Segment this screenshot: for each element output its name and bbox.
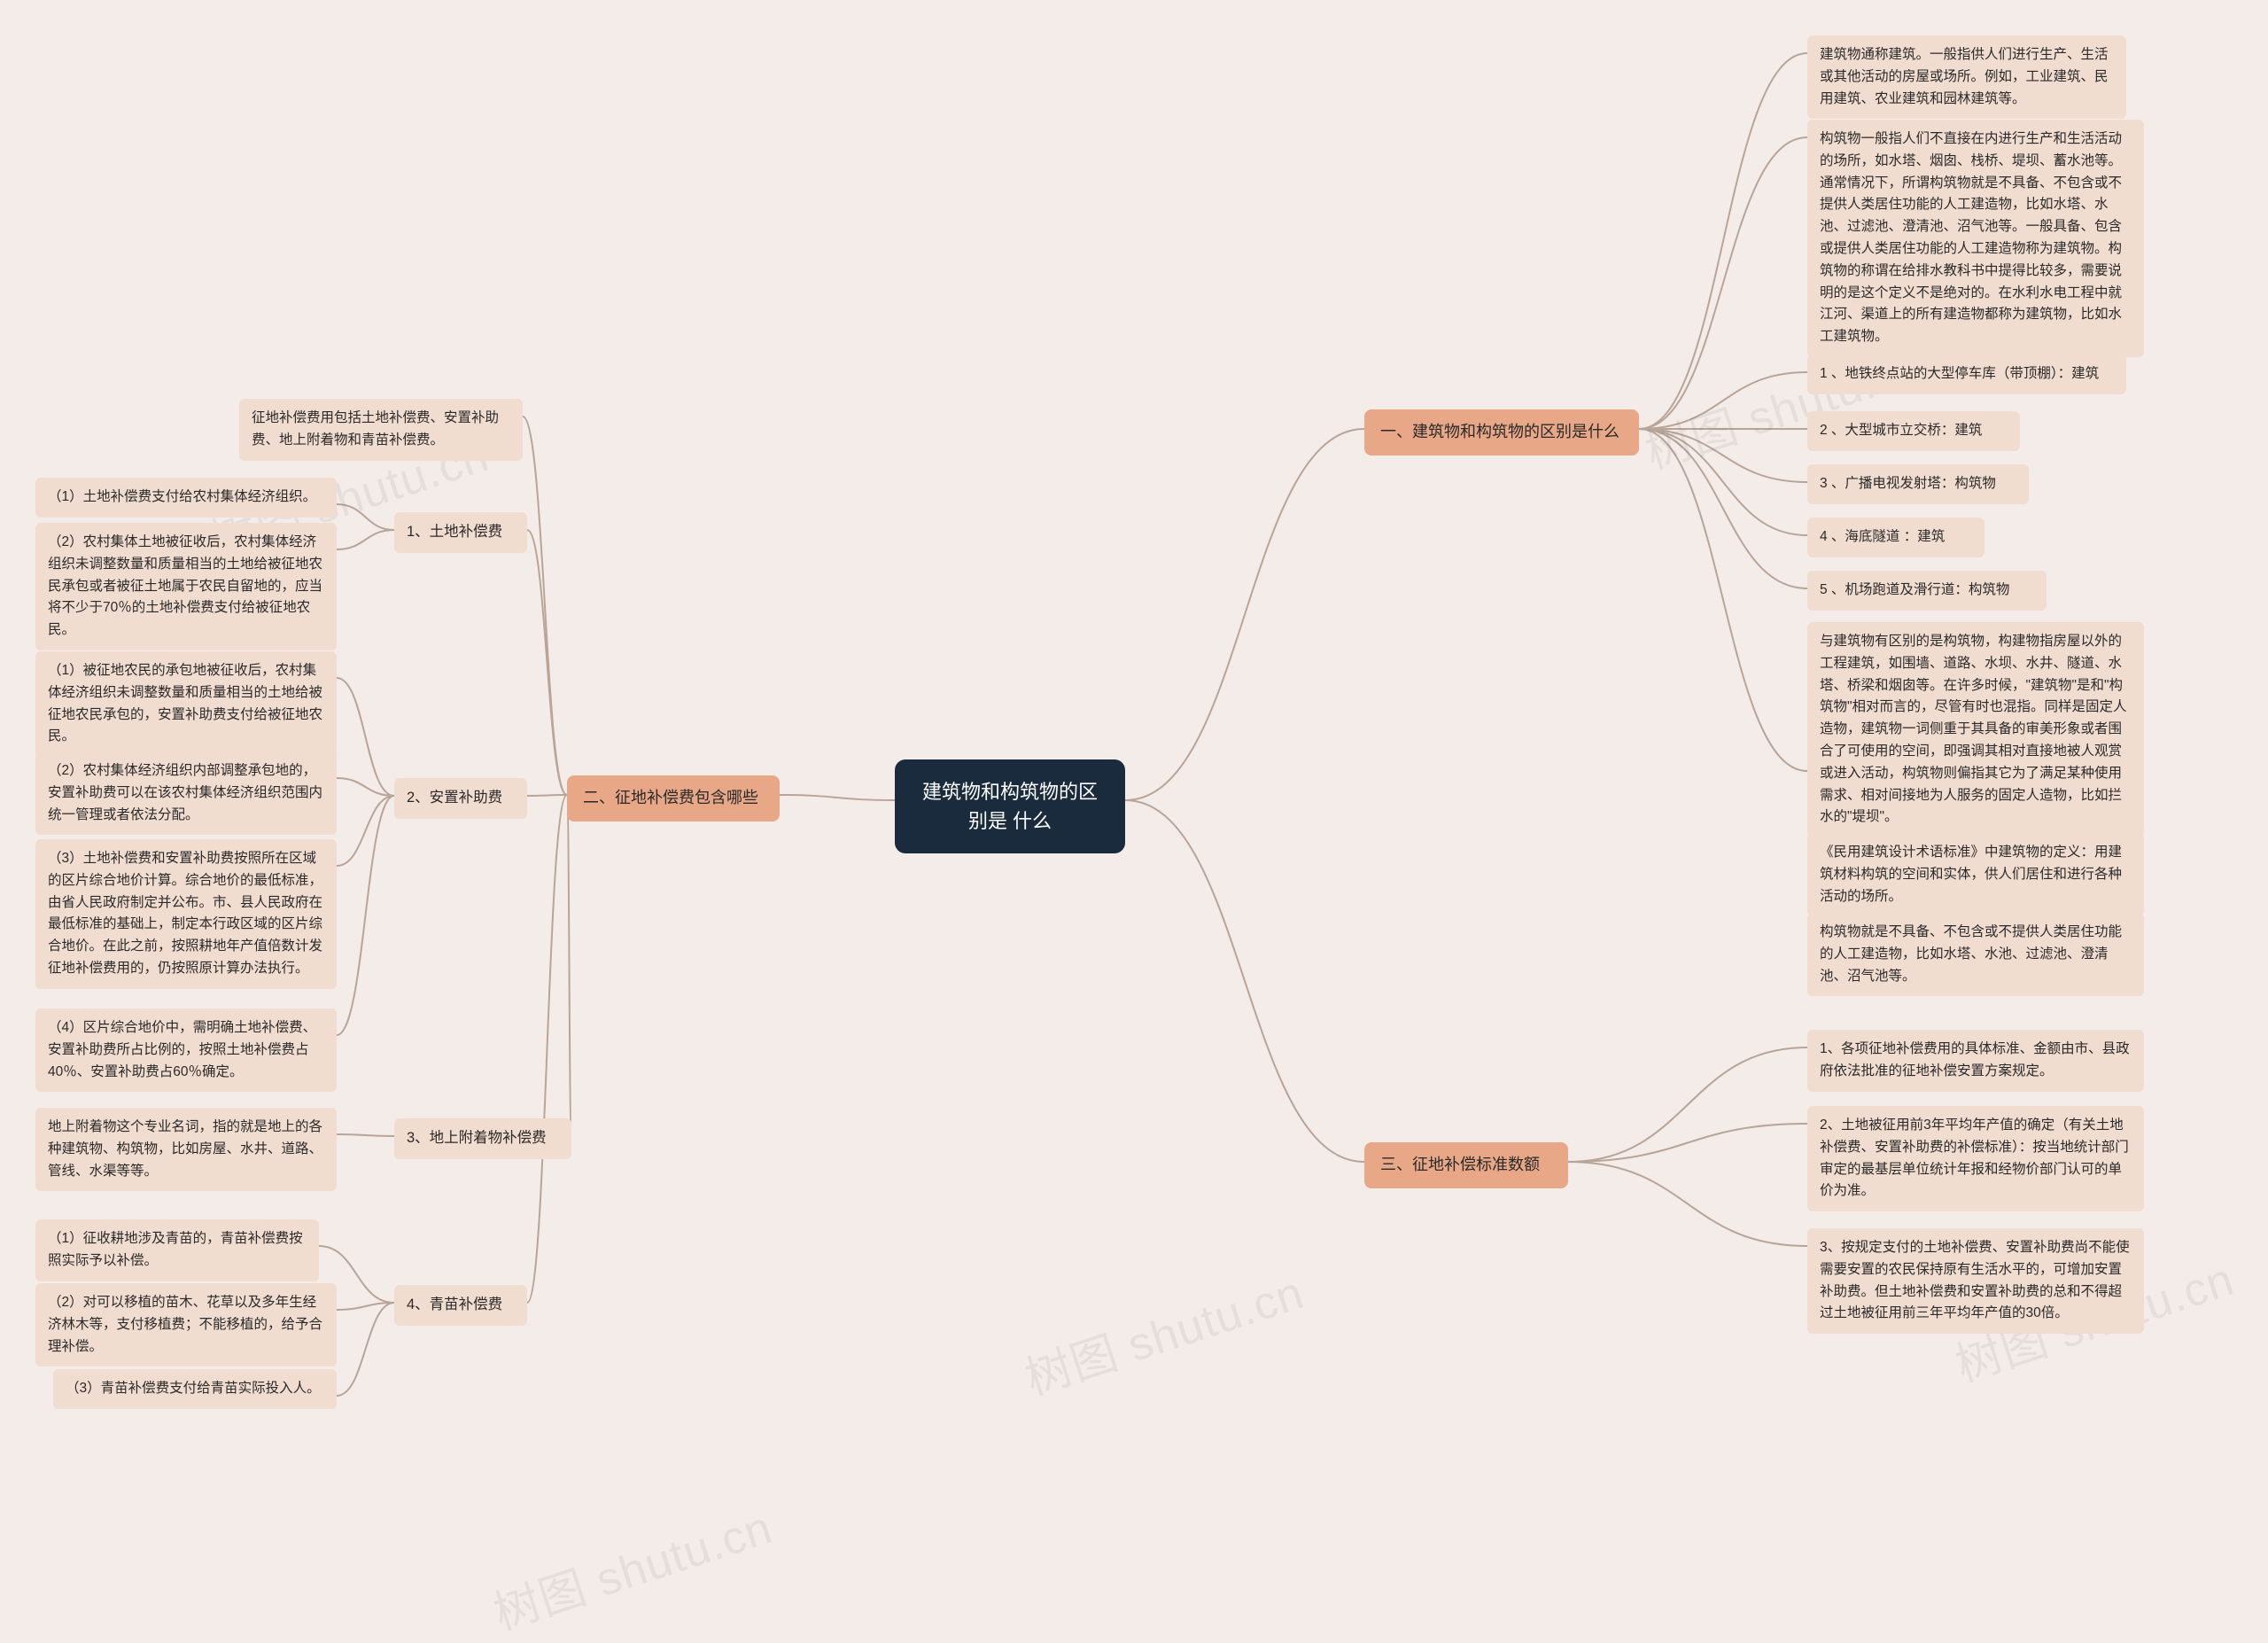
leaf-b1c6: 4 、海底隧道 ：建筑 bbox=[1807, 518, 1984, 557]
leaf-b1c8c: 构筑物就是不具备、不包含或不提供人类居住功能的人工建造物，比如水塔、水池、过滤池… bbox=[1807, 913, 2144, 996]
leaf-b1c2: 构筑物一般指人们不直接在内进行生产和生活活动的场所，如水塔、烟囱、栈桥、堤坝、蓄… bbox=[1807, 120, 2144, 357]
sub-b2c4: 4、青苗补偿费 bbox=[394, 1285, 527, 1326]
leaf-b3c3: 3、按规定支付的土地补偿费、安置补助费尚不能使需要安置的农民保持原有生活水平的，… bbox=[1807, 1228, 2144, 1334]
leaf-b2c4a: （1）征收耕地涉及青苗的，青苗补偿费按照实际予以补偿。 bbox=[35, 1219, 319, 1281]
leaf-b2c3a: 地上附着物这个专业名词，指的就是地上的各种建筑物、构筑物，比如房屋、水井、道路、… bbox=[35, 1108, 337, 1191]
leaf-b2c2a: （1）被征地农民的承包地被征收后，农村集体经济组织未调整数量和质量相当的土地给被… bbox=[35, 651, 337, 757]
leaf-b2c4c: （3）青苗补偿费支付给青苗实际投入人。 bbox=[53, 1369, 337, 1409]
leaf-b1c1: 建筑物通称建筑。一般指供人们进行生产、生活或其他活动的房屋或场所。例如，工业建筑… bbox=[1807, 35, 2126, 119]
watermark: 树图 shutu.cn bbox=[1015, 1255, 1310, 1407]
sub-b2c1: 1、土地补偿费 bbox=[394, 512, 527, 553]
leaf-b2c2c: （3）土地补偿费和安置补助费按照所在区域的区片综合地价计算。综合地价的最低标准，… bbox=[35, 839, 337, 989]
leaf-b1c8a: 与建筑物有区别的是构筑物，构建物指房屋以外的工程建筑，如围墙、道路、水坝、水井、… bbox=[1807, 622, 2144, 837]
sub-b2c3: 3、地上附着物补偿费 bbox=[394, 1118, 571, 1159]
leaf-b1c5: 3 、广播电视发射塔：构筑物 bbox=[1807, 464, 2029, 504]
leaf-b2c0: 征地补偿费用包括土地补偿费、安置补助费、地上附着物和青苗补偿费。 bbox=[239, 399, 523, 461]
branch-b2: 二、征地补偿费包含哪些 bbox=[567, 775, 780, 822]
leaf-b2c1b: （2）农村集体土地被征收后，农村集体经济组织未调整数量和质量相当的土地给被征地农… bbox=[35, 523, 337, 650]
leaf-b2c4b: （2）对可以移植的苗木、花草以及多年生经济林木等，支付移植费；不能移植的，给予合… bbox=[35, 1283, 337, 1367]
leaf-b1c7: 5 、机场跑道及滑行道：构筑物 bbox=[1807, 571, 2047, 611]
leaf-b2c2b: （2）农村集体经济组织内部调整承包地的，安置补助费可以在该农村集体经济组织范围内… bbox=[35, 751, 337, 835]
leaf-b2c1a: （1）土地补偿费支付给农村集体经济组织。 bbox=[35, 478, 337, 518]
leaf-b1c8b: 《民用建筑设计术语标准》中建筑物的定义：用建筑材料构筑的空间和实体，供人们居住和… bbox=[1807, 833, 2144, 916]
branch-b1: 一、建筑物和构筑物的区别是什么 bbox=[1364, 409, 1639, 456]
leaf-b1c4: 2 、大型城市立交桥：建筑 bbox=[1807, 411, 2020, 451]
leaf-b2c2d: （4）区片综合地价中，需明确土地补偿费、安置补助费所占比例的，按照土地补偿费占4… bbox=[35, 1008, 337, 1092]
leaf-b3c2: 2、土地被征用前3年平均年产值的确定（有关土地补偿费、安置补助费的补偿标准）：按… bbox=[1807, 1106, 2144, 1211]
sub-b2c2: 2、安置补助费 bbox=[394, 778, 527, 819]
center-node: 建筑物和构筑物的区别是 什么 bbox=[895, 759, 1125, 853]
watermark: 树图 shutu.cn bbox=[484, 1490, 779, 1642]
leaf-b3c1: 1、各项征地补偿费用的具体标准、金额由市、县政府依法批准的征地补偿安置方案规定。 bbox=[1807, 1030, 2144, 1092]
branch-b3: 三、征地补偿标准数额 bbox=[1364, 1142, 1568, 1188]
leaf-b1c3: 1 、地铁终点站的大型停车库（带顶棚）：建筑 bbox=[1807, 354, 2126, 394]
